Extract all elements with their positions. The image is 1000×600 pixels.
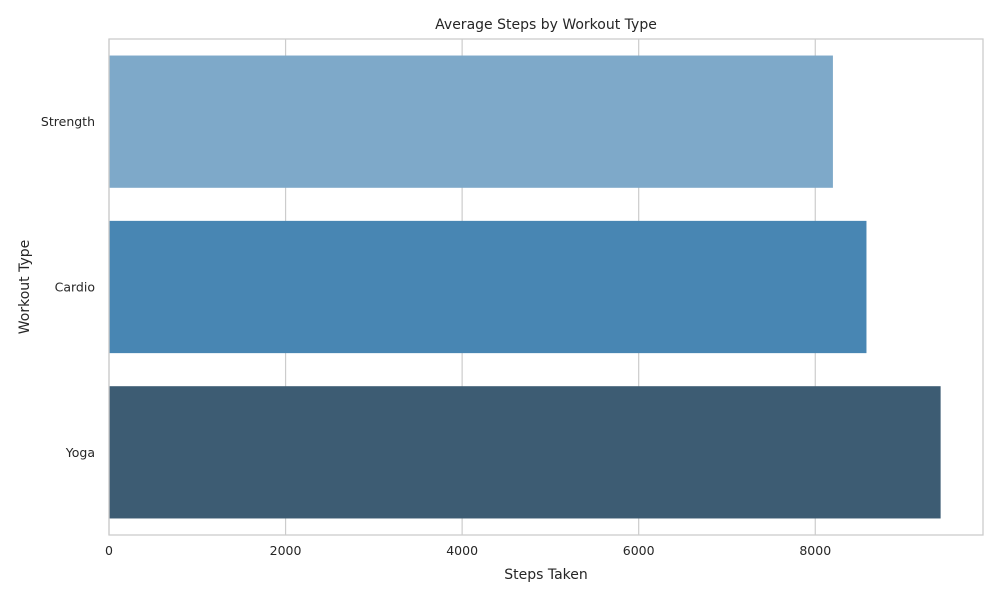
- x-tick-label: 6000: [623, 543, 655, 558]
- chart-title: Average Steps by Workout Type: [435, 17, 657, 33]
- x-tick-labels: 0 2000 4000 6000 8000: [105, 543, 831, 558]
- x-tick-label: 0: [105, 543, 113, 558]
- bars: [109, 55, 941, 519]
- bar-cardio: [109, 220, 867, 354]
- plot-frame: [108, 38, 984, 536]
- x-tick-label: 8000: [799, 543, 831, 558]
- y-tick-label: Strength: [41, 114, 95, 129]
- y-tick-labels: Strength Cardio Yoga: [41, 114, 95, 460]
- y-tick-label: Yoga: [65, 445, 95, 460]
- x-tick-label: 4000: [446, 543, 478, 558]
- x-tick-label: 2000: [270, 543, 302, 558]
- bar-yoga: [109, 386, 941, 519]
- y-axis-label: Workout Type: [17, 240, 33, 335]
- y-tick-label: Cardio: [55, 280, 95, 295]
- bar-strength: [109, 55, 833, 188]
- x-axis-label: Steps Taken: [504, 567, 588, 583]
